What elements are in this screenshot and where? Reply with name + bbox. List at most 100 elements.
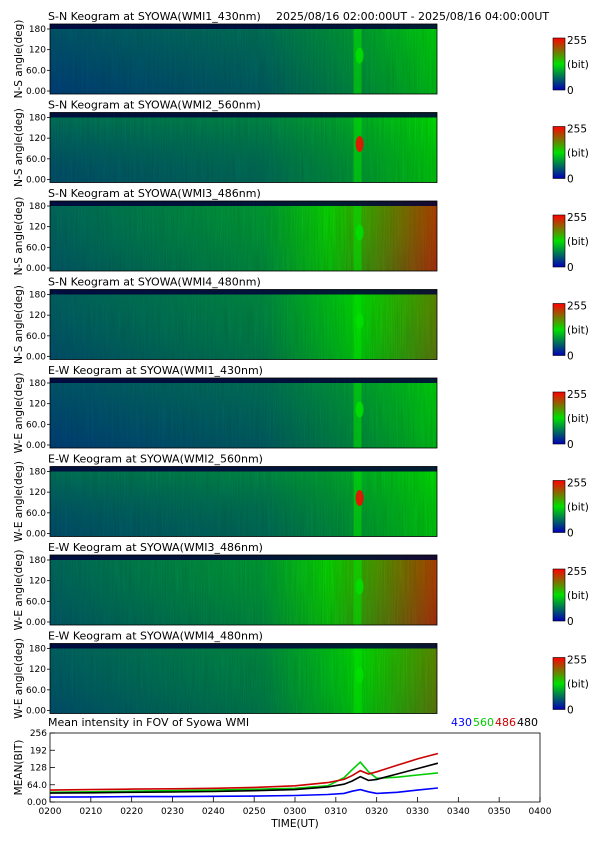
colorbar-min-label: 0 <box>567 439 574 451</box>
y-tick-label: 120 <box>29 577 46 587</box>
y-tick-label: 60.0 <box>26 509 46 519</box>
colorbar-max-label: 255 <box>567 212 587 224</box>
y-tick-label: 256 <box>30 729 47 739</box>
colorbar-max-label: 255 <box>567 301 587 313</box>
y-tick-label: 0.00 <box>26 707 46 717</box>
panel-title: E-W Keogram at SYOWA(WMI1_430nm) <box>48 364 263 377</box>
y-tick-label: 180 <box>29 114 46 124</box>
x-tick-label: 0240 <box>202 807 225 817</box>
keogram-texture <box>50 24 437 94</box>
colorbar-unit-label: (bit) <box>567 148 589 160</box>
y-tick-label: 120 <box>29 488 46 498</box>
y-axis-label: W-E angle(deg) <box>13 638 25 719</box>
y-tick-label: 120 <box>29 46 46 56</box>
keogram-panel: S-N Keogram at SYOWA(WMI2_560nm)180 120 60… <box>13 99 589 187</box>
legend-entry: 430 <box>451 716 472 729</box>
colorbar-min-label: 0 <box>567 616 574 628</box>
colorbar-unit-label: (bit) <box>567 502 589 514</box>
panel-title: E-W Keogram at SYOWA(WMI2_560nm) <box>48 453 263 466</box>
x-tick-label: 0210 <box>79 807 102 817</box>
colorbar-min-label: 0 <box>567 351 574 363</box>
y-axis-label: N-S angle(deg) <box>13 108 25 187</box>
y-axis-label: W-E angle(deg) <box>13 461 25 542</box>
panel-frame <box>49 289 438 360</box>
y-tick-label: 64.0 <box>27 781 47 791</box>
x-tick-label: 0300 <box>284 807 307 817</box>
y-tick-label: 120 <box>29 400 46 410</box>
y-axis-label: W-E angle(deg) <box>13 373 25 454</box>
auroral-spike-core <box>355 47 364 64</box>
panel-frame <box>49 23 438 95</box>
colorbar-min-label: 0 <box>567 705 574 717</box>
panel-title: E-W Keogram at SYOWA(WMI4_480nm) <box>48 630 263 643</box>
panel-frame <box>49 643 438 714</box>
keogram-texture <box>50 289 437 360</box>
auroral-spike-core <box>355 401 364 418</box>
legend-entry: 486 <box>495 716 516 729</box>
x-tick-label: 0220 <box>120 807 143 817</box>
colorbar-unit-label: (bit) <box>567 590 589 602</box>
panel-title: E-W Keogram at SYOWA(WMI3_486nm) <box>48 541 263 554</box>
x-tick-label: 0250 <box>243 807 266 817</box>
y-tick-label: 120 <box>29 223 46 233</box>
colorbar-unit-label: (bit) <box>567 679 589 691</box>
colorbar <box>552 37 566 91</box>
y-tick-label: 0.00 <box>26 618 46 628</box>
colorbar-unit-label: (bit) <box>567 59 589 71</box>
x-tick-label: 0400 <box>529 807 552 817</box>
y-tick-label: 180 <box>29 556 46 566</box>
y-axis-label: N-S angle(deg) <box>13 197 25 276</box>
y-axis-label: N-S angle(deg) <box>13 285 25 364</box>
keogram-panel: E-W Keogram at SYOWA(WMI4_480nm)180 120 60… <box>13 630 589 719</box>
colorbar-max-label: 255 <box>567 389 587 401</box>
y-tick-label: 0.00 <box>26 87 46 97</box>
y-tick-label: 180 <box>29 291 46 301</box>
y-tick-label: 60.0 <box>26 243 46 253</box>
keogram-texture <box>50 555 437 625</box>
x-tick-label: 0230 <box>161 807 184 817</box>
y-tick-label: 180 <box>29 379 46 389</box>
colorbar-max-label: 255 <box>567 655 587 667</box>
colorbar <box>552 214 566 268</box>
y-tick-label: 60.0 <box>26 420 46 430</box>
colorbar <box>552 657 566 710</box>
x-tick-label: 0310 <box>324 807 347 817</box>
y-tick-label: 0.00 <box>26 441 46 451</box>
x-tick-label: 0340 <box>447 807 470 817</box>
legend-entry: 560 <box>473 716 494 729</box>
y-tick-label: 60.0 <box>26 155 46 165</box>
y-tick-label: 180 <box>29 468 46 478</box>
colorbar-max-label: 255 <box>567 566 587 578</box>
panel-title: S-N Keogram at SYOWA(WMI2_560nm) <box>48 99 261 112</box>
y-tick-label: 180 <box>29 25 46 35</box>
keogram-panel: E-W Keogram at SYOWA(WMI2_560nm)180 120 60… <box>13 453 589 542</box>
panel-title: S-N Keogram at SYOWA(WMI1_430nm) <box>48 10 261 23</box>
legend-entry: 480 <box>517 716 538 729</box>
panel-frame <box>49 377 438 449</box>
keogram-panel: S-N Keogram at SYOWA(WMI4_480nm)180 120 60… <box>13 276 589 364</box>
y-axis-label: W-E angle(deg) <box>13 550 25 631</box>
time-range-header: 2025/08/16 02:00:00UT - 2025/08/16 04:00… <box>276 10 549 23</box>
keogram-panel: S-N Keogram at SYOWA(WMI1_430nm)180 120 60… <box>13 10 589 98</box>
keogram-panel: E-W Keogram at SYOWA(WMI1_430nm)180 120 60… <box>13 364 589 453</box>
panel-frame <box>49 466 438 537</box>
keogram-panel: E-W Keogram at SYOWA(WMI3_486nm)180 120 60… <box>13 541 589 630</box>
y-tick-label: 180 <box>29 202 46 212</box>
x-tick-label: 0330 <box>406 807 429 817</box>
y-tick-label: 192 <box>30 746 47 756</box>
colorbar <box>552 568 566 622</box>
auroral-spike-core <box>355 578 364 595</box>
colorbar-max-label: 255 <box>567 35 587 47</box>
colorbar-min-label: 0 <box>567 85 574 97</box>
y-tick-label: 0.00 <box>26 353 46 363</box>
colorbar <box>552 480 566 533</box>
mean-plot-title: Mean intensity in FOV of Syowa WMI <box>48 716 249 729</box>
y-tick-label: 0.00 <box>26 176 46 186</box>
x-tick-label: 0200 <box>39 807 62 817</box>
panel-frame <box>49 112 438 183</box>
colorbar <box>552 303 566 356</box>
keogram-texture <box>50 201 437 271</box>
colorbar-unit-label: (bit) <box>567 236 589 248</box>
auroral-spike-core <box>355 490 364 506</box>
